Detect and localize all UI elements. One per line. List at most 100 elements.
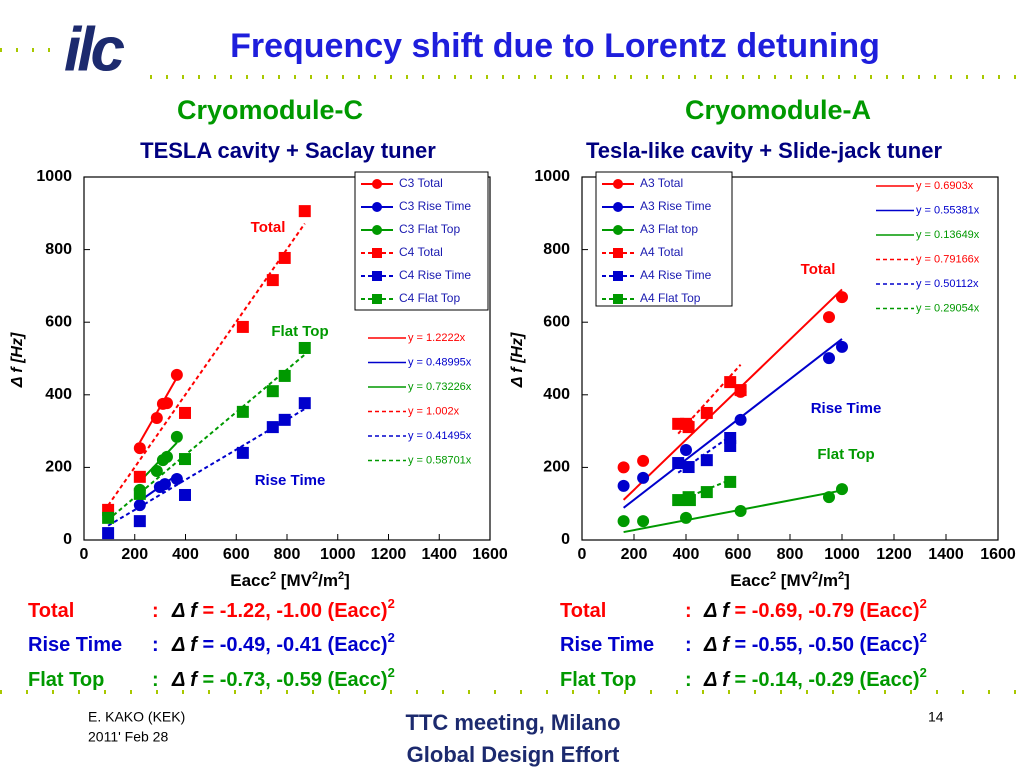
legend-marker [372, 271, 382, 281]
legend-marker [613, 271, 623, 281]
point [637, 515, 650, 528]
fit-label: y = 0.29054x [916, 302, 980, 314]
point [682, 421, 695, 434]
legend-marker [613, 225, 623, 235]
legend-marker [372, 202, 382, 212]
point [700, 406, 713, 419]
x-tick-label: 400 [673, 546, 700, 563]
x-tick-label: 200 [621, 546, 648, 563]
logo: ilc [64, 15, 124, 84]
summary-values: = -0.73, -0.59 (Eacc) [197, 669, 388, 691]
chart-title: Cryomodule-C [177, 95, 363, 125]
legend-marker [613, 202, 623, 212]
summary-colon: : [152, 634, 159, 656]
summary-line: Total: Δ f = -1.22, -1.00 (Eacc)2 [28, 596, 395, 622]
fit-label: y = 0.55381x [916, 204, 980, 216]
point [278, 251, 291, 264]
summary-values: = -1.22, -1.00 (Eacc) [197, 600, 388, 622]
point [672, 494, 685, 507]
x-axis-label-part: [MV [776, 571, 813, 590]
summary-label: Rise Time [560, 634, 654, 656]
summary-line: Total: Δ f = -0.69, -0.79 (Eacc)2 [560, 596, 927, 622]
summary-symbol: Δ f [703, 600, 731, 622]
point [236, 320, 249, 333]
x-tick-label: 1200 [371, 546, 407, 563]
point [298, 397, 311, 410]
chart-title: Cryomodule-A [685, 95, 871, 125]
x-tick-label: 1200 [876, 546, 912, 563]
x-tick-label: 1400 [421, 546, 457, 563]
fit-label: y = 0.41495x [408, 430, 472, 442]
x-tick-label: 1600 [472, 546, 508, 563]
point [680, 443, 692, 456]
x-tick-label: 0 [578, 546, 587, 563]
point [836, 291, 848, 304]
annotation: Total [801, 261, 836, 278]
point [133, 487, 146, 500]
point [160, 397, 173, 410]
point [700, 454, 713, 467]
summary-label: Flat Top [28, 669, 104, 691]
point [133, 470, 146, 483]
legend-label: A4 Rise Time [640, 268, 712, 282]
x-axis-label-part: 2 [770, 570, 776, 582]
y-tick-label: 600 [543, 313, 570, 330]
x-axis-label-part: 2 [312, 570, 318, 582]
point [133, 442, 146, 455]
point [617, 461, 630, 474]
summary-colon: : [152, 669, 159, 691]
legend-marker [613, 248, 623, 258]
point [823, 352, 835, 365]
footer-author: E. KAKO (KEK) [88, 709, 185, 725]
fit-label: y = 0.50112x [916, 278, 979, 290]
point [178, 406, 191, 419]
x-tick-label: 200 [121, 546, 148, 563]
summary-symbol: Δ f [703, 669, 731, 691]
point [637, 454, 650, 467]
point [170, 473, 183, 486]
point [680, 511, 692, 524]
point [278, 369, 291, 382]
summary-line: Rise Time: Δ f = -0.55, -0.50 (Eacc)2 [560, 630, 927, 656]
legend-label: A3 Flat top [640, 222, 698, 236]
footer-org: Global Design Effort [407, 742, 620, 767]
legend-marker [613, 179, 623, 189]
footer-meeting: TTC meeting, Milano [405, 710, 620, 735]
point [266, 421, 279, 434]
point [102, 511, 115, 524]
legend-marker [613, 294, 623, 304]
y-tick-label: 0 [561, 531, 570, 548]
point [150, 412, 163, 425]
x-axis-label: Eacc2 [MV2/m2] [230, 570, 349, 591]
point [724, 439, 737, 452]
legend-label: C3 Total [399, 176, 443, 190]
y-tick-label: 400 [543, 386, 570, 403]
summary-colon: : [685, 634, 692, 656]
x-axis-label-part: /m [818, 571, 838, 590]
summary-values: = -0.69, -0.79 (Eacc) [729, 600, 920, 622]
legend-box [595, 171, 733, 307]
x-tick-label: 800 [777, 546, 804, 563]
summary-label: Total [28, 600, 74, 622]
x-tick-label: 800 [274, 546, 301, 563]
summary-label: Total [560, 600, 606, 622]
point [160, 450, 173, 463]
x-axis-label-part: Eacc [730, 571, 770, 590]
x-tick-label: 1000 [320, 546, 356, 563]
fit-label: y = 1.002x [408, 405, 460, 417]
x-axis-label-part: ] [844, 571, 850, 590]
point [823, 311, 835, 324]
fit-label: y = 0.79166x [916, 253, 980, 265]
footer-date: 2011' Feb 28 [88, 729, 168, 745]
point [683, 494, 696, 507]
point [836, 483, 848, 496]
summary-symbol: Δ f [171, 600, 199, 622]
point [734, 504, 747, 517]
x-axis-label-part: 2 [338, 570, 344, 582]
x-axis-label-part: 2 [270, 570, 276, 582]
summary-exponent: 2 [388, 630, 395, 645]
x-tick-label: 600 [725, 546, 752, 563]
x-tick-label: 1000 [824, 546, 860, 563]
legend-marker [372, 248, 382, 258]
point [617, 479, 630, 492]
